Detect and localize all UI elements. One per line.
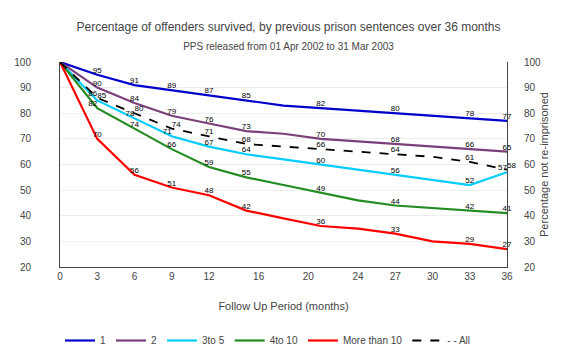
svg-text:57: 57 (498, 163, 507, 172)
svg-text:44: 44 (391, 197, 400, 206)
svg-text:70: 70 (524, 133, 536, 144)
svg-text:66: 66 (167, 140, 176, 149)
svg-text:55: 55 (242, 168, 251, 177)
svg-text:3: 3 (94, 271, 100, 282)
svg-text:42: 42 (242, 202, 251, 211)
svg-text:70: 70 (93, 130, 102, 139)
svg-text:3to 5: 3to 5 (202, 335, 225, 346)
svg-text:71: 71 (205, 127, 214, 136)
svg-text:82: 82 (88, 99, 97, 108)
svg-text:68: 68 (242, 135, 251, 144)
svg-text:80: 80 (135, 104, 144, 113)
svg-text:100: 100 (524, 57, 541, 68)
svg-text:9: 9 (169, 271, 175, 282)
svg-text:1: 1 (100, 335, 106, 346)
svg-text:66: 66 (465, 140, 474, 149)
svg-text:79: 79 (167, 107, 176, 116)
svg-text:48: 48 (205, 186, 214, 195)
svg-text:74: 74 (172, 120, 181, 129)
svg-text:50: 50 (524, 185, 536, 196)
svg-text:65: 65 (503, 143, 512, 152)
svg-text:85: 85 (242, 91, 251, 100)
svg-text:30: 30 (524, 236, 536, 247)
svg-text:82: 82 (316, 99, 325, 108)
svg-text:84: 84 (130, 94, 139, 103)
svg-text:56: 56 (130, 166, 139, 175)
svg-text:33: 33 (391, 225, 400, 234)
svg-text:90: 90 (20, 82, 32, 93)
svg-text:- - All: - - All (447, 335, 470, 346)
svg-text:60: 60 (20, 159, 32, 170)
svg-text:86: 86 (88, 89, 97, 98)
svg-text:42: 42 (465, 202, 474, 211)
svg-text:80: 80 (20, 108, 32, 119)
svg-text:27: 27 (503, 240, 512, 249)
svg-text:20: 20 (303, 271, 315, 282)
svg-text:60: 60 (316, 156, 325, 165)
svg-text:Percentage not re-imprisoned: Percentage not re-imprisoned (538, 92, 550, 237)
svg-text:40: 40 (20, 210, 32, 221)
svg-text:90: 90 (524, 82, 536, 93)
svg-text:95: 95 (93, 66, 102, 75)
svg-text:20: 20 (20, 262, 32, 273)
svg-text:30: 30 (427, 271, 439, 282)
svg-text:80: 80 (391, 104, 400, 113)
svg-text:80: 80 (524, 108, 536, 119)
svg-text:73: 73 (242, 122, 251, 131)
svg-text:50: 50 (20, 185, 32, 196)
svg-text:52: 52 (465, 176, 474, 185)
svg-text:36: 36 (501, 271, 513, 282)
svg-text:77: 77 (503, 112, 512, 121)
svg-text:59: 59 (205, 158, 214, 167)
svg-text:74: 74 (130, 120, 139, 129)
svg-text:85: 85 (97, 91, 106, 100)
svg-text:33: 33 (464, 271, 476, 282)
svg-text:64: 64 (391, 145, 400, 154)
svg-text:27: 27 (390, 271, 402, 282)
svg-text:60: 60 (524, 159, 536, 170)
svg-text:More than 10: More than 10 (343, 335, 402, 346)
svg-text:36: 36 (316, 217, 325, 226)
svg-text:61: 61 (465, 153, 474, 162)
svg-text:100: 100 (14, 57, 31, 68)
svg-text:49: 49 (316, 184, 325, 193)
svg-text:Percentage of offenders surviv: Percentage of offenders survived, by pre… (76, 20, 500, 34)
svg-text:4to 10: 4to 10 (270, 335, 298, 346)
svg-text:56: 56 (391, 166, 400, 175)
svg-text:71: 71 (163, 127, 172, 136)
svg-text:89: 89 (167, 81, 176, 90)
svg-text:40: 40 (524, 210, 536, 221)
svg-text:64: 64 (242, 145, 251, 154)
svg-text:70: 70 (20, 133, 32, 144)
svg-text:2: 2 (151, 335, 157, 346)
svg-text:70: 70 (316, 130, 325, 139)
svg-text:29: 29 (465, 235, 474, 244)
svg-text:67: 67 (205, 138, 214, 147)
svg-text:12: 12 (203, 271, 215, 282)
svg-text:Follow Up Period (months): Follow Up Period (months) (218, 300, 348, 312)
svg-text:76: 76 (205, 115, 214, 124)
svg-text:78: 78 (126, 109, 135, 118)
svg-text:41: 41 (503, 204, 512, 213)
svg-text:90: 90 (93, 79, 102, 88)
svg-text:78: 78 (465, 109, 474, 118)
svg-text:68: 68 (391, 135, 400, 144)
svg-text:30: 30 (20, 236, 32, 247)
svg-text:0: 0 (57, 271, 63, 282)
svg-text:6: 6 (132, 271, 138, 282)
html-text:100: 100 (37, 51, 54, 63)
svg-text:58: 58 (507, 161, 516, 170)
svg-text:16: 16 (253, 271, 265, 282)
svg-text:20: 20 (524, 262, 536, 273)
svg-text:PPS released from 01 Apr 2002: PPS released from 01 Apr 2002 to 31 Mar … (183, 41, 394, 52)
svg-text:51: 51 (167, 179, 176, 188)
svg-text:87: 87 (205, 86, 214, 95)
svg-text:66: 66 (316, 140, 325, 149)
svg-text:91: 91 (130, 76, 139, 85)
svg-text:24: 24 (352, 271, 364, 282)
